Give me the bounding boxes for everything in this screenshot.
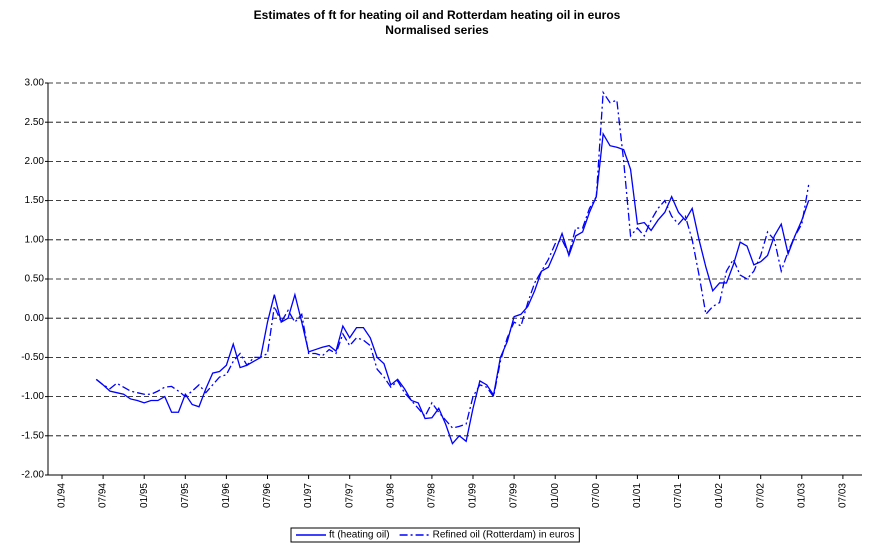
x-tick-label: 01/96 bbox=[221, 483, 232, 508]
y-tick-label: 2.00 bbox=[25, 156, 45, 167]
y-tick-label: 0.00 bbox=[25, 313, 45, 324]
y-tick-label: -1.50 bbox=[21, 430, 44, 441]
x-tick-label: 01/03 bbox=[796, 483, 807, 508]
legend-label: Refined oil (Rotterdam) in euros bbox=[433, 530, 575, 541]
x-tick-label: 07/02 bbox=[755, 483, 766, 508]
y-tick-label: -2.00 bbox=[21, 470, 44, 481]
x-tick-label: 01/99 bbox=[468, 483, 479, 508]
x-tick-label: 01/00 bbox=[550, 483, 561, 508]
x-tick-label: 07/01 bbox=[673, 483, 684, 508]
chart-title: Estimates of ft for heating oil and Rott… bbox=[254, 8, 621, 22]
x-tick-label: 01/02 bbox=[714, 483, 725, 508]
legend: ft (heating oil) Refined oil (Rotterdam) … bbox=[290, 527, 580, 543]
y-tick-label: 1.00 bbox=[25, 234, 45, 245]
x-tick-label: 01/97 bbox=[303, 483, 314, 508]
y-tick-label: 3.00 bbox=[25, 78, 45, 89]
x-tick-label: 07/00 bbox=[591, 483, 602, 508]
x-tick-label: 07/94 bbox=[98, 483, 109, 508]
x-tick-label: 07/99 bbox=[509, 483, 520, 508]
x-tick-label: 07/95 bbox=[180, 483, 191, 508]
legend-box bbox=[290, 527, 580, 543]
series-line bbox=[95, 90, 810, 429]
y-tick-label: -1.00 bbox=[21, 391, 44, 402]
y-tick-label: 0.50 bbox=[25, 274, 45, 285]
x-tick-label: 07/97 bbox=[344, 483, 355, 508]
y-tick-label: -0.50 bbox=[21, 352, 44, 363]
x-tick-label: 07/03 bbox=[838, 483, 849, 508]
x-tick-label: 07/96 bbox=[262, 483, 273, 508]
chart-subtitle: Normalised series bbox=[385, 23, 489, 37]
x-tick-label: 01/01 bbox=[632, 483, 643, 508]
y-tick-label: 2.50 bbox=[25, 117, 45, 128]
x-tick-label: 01/95 bbox=[139, 483, 150, 508]
x-tick-label: 07/98 bbox=[427, 483, 438, 508]
legend-label: ft (heating oil) bbox=[329, 530, 390, 541]
series-line bbox=[95, 131, 810, 445]
x-tick-label: 01/94 bbox=[57, 483, 68, 508]
x-tick-label: 01/98 bbox=[385, 483, 396, 508]
y-tick-label: 1.50 bbox=[25, 195, 45, 206]
